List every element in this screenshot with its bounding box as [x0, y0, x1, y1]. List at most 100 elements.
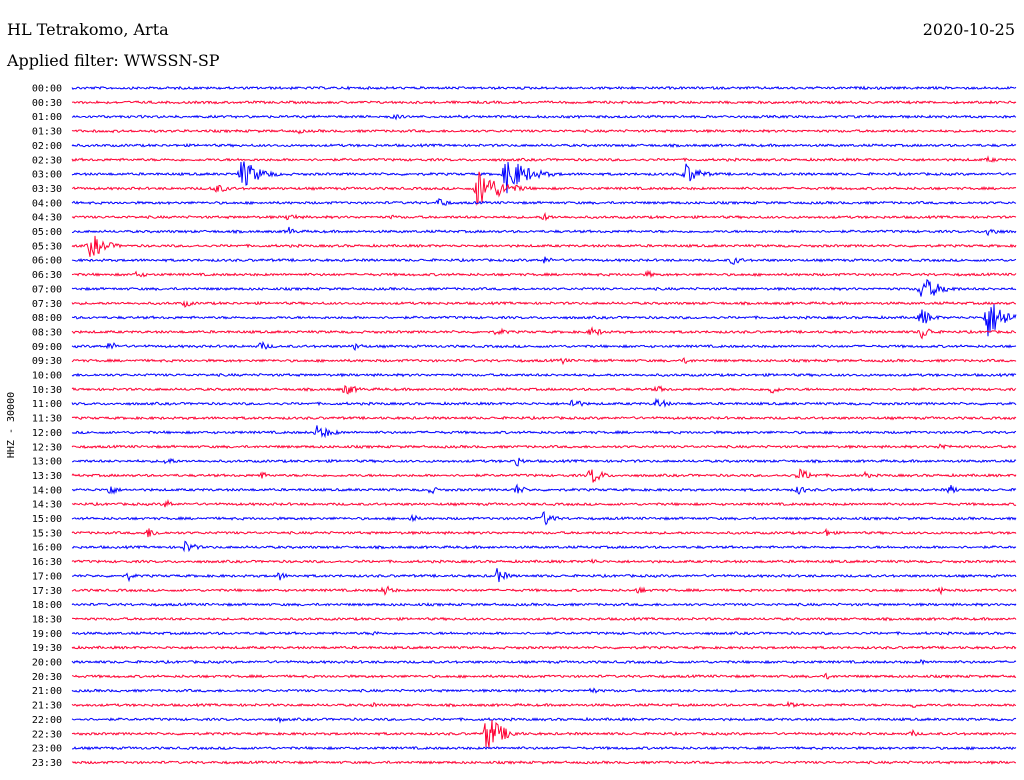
trace-line [71, 415, 1017, 421]
trace-line [71, 760, 1016, 765]
row-time-label: 07:30 [32, 299, 62, 310]
row-time-label: 06:00 [32, 256, 62, 267]
row-time-label: 05:30 [32, 241, 62, 252]
row-time-label: 09:00 [32, 342, 62, 353]
station-title: HL Tetrakomo, Arta [7, 20, 169, 39]
trace-line [71, 211, 1017, 222]
trace-line [71, 498, 1017, 508]
trace-line [71, 720, 1017, 748]
trace-line [71, 616, 1017, 622]
y-axis-label: HHZ - 30000 [6, 392, 17, 458]
trace-line [71, 372, 1017, 378]
row-time-label: 12:00 [32, 428, 62, 439]
row-time-label: 04:30 [32, 213, 62, 224]
row-time-label: 09:30 [32, 356, 62, 367]
trace-line [71, 672, 1017, 680]
row-time-label: 08:30 [32, 327, 62, 338]
trace-line [71, 483, 1017, 495]
row-time-label: 19:30 [32, 643, 62, 654]
trace-line [71, 700, 1017, 709]
trace-line [71, 468, 1017, 483]
trace-line [71, 425, 1017, 439]
trace-line [71, 128, 1017, 135]
row-time-label: 14:00 [32, 485, 62, 496]
trace-line [71, 171, 1017, 206]
row-time-label: 17:30 [32, 586, 62, 597]
row-time-label: 00:00 [32, 84, 62, 95]
row-time-label: 03:00 [32, 170, 62, 181]
row-time-label: 20:00 [32, 658, 62, 669]
trace-line [71, 226, 1017, 237]
trace-line [71, 568, 1017, 583]
row-time-label: 13:00 [32, 457, 62, 468]
trace-line [71, 716, 1017, 724]
row-time-label: 10:00 [32, 371, 62, 382]
trace-line [71, 585, 1017, 596]
trace-line [71, 357, 1017, 366]
trace-line [72, 457, 1017, 467]
row-time-label: 12:30 [32, 442, 62, 453]
row-time-label: 23:30 [32, 758, 62, 769]
row-time-label: 02:00 [32, 141, 62, 152]
row-time-label: 01:30 [32, 127, 62, 138]
trace-line [71, 558, 1017, 564]
row-time-label: 21:30 [32, 701, 62, 712]
trace-line [71, 99, 1017, 105]
row-time-label: 15:30 [32, 528, 62, 539]
row-time-label: 22:30 [32, 729, 62, 740]
trace-line [72, 745, 1017, 751]
trace-line [71, 340, 1017, 352]
trace-line [71, 155, 1017, 163]
trace-line [71, 645, 1017, 651]
row-time-label: 19:00 [32, 629, 62, 640]
trace-line [71, 510, 1017, 526]
filter-label: Applied filter: WWSSN-SP [7, 51, 220, 70]
row-time-label: 08:00 [32, 313, 62, 324]
row-time-label: 02:30 [32, 155, 62, 166]
row-time-label: 15:00 [32, 514, 62, 525]
row-time-label: 22:00 [32, 715, 62, 726]
trace-line [71, 443, 1017, 450]
trace-line [71, 385, 1017, 395]
trace-line [71, 602, 1017, 608]
trace-line [71, 85, 1017, 91]
row-time-label: 18:30 [32, 614, 62, 625]
row-time-label: 00:30 [32, 98, 62, 109]
row-time-label: 21:00 [32, 686, 62, 697]
row-time-label: 01:00 [32, 112, 62, 123]
trace-line [71, 235, 1017, 257]
trace-line [71, 300, 1017, 308]
row-time-label: 14:30 [32, 500, 62, 511]
trace-line [71, 326, 1017, 340]
trace-line [71, 304, 1017, 337]
row-time-label: 07:00 [32, 284, 62, 295]
tick-label-group: 00:00 00:30 01:00 01:30 02:00 02:30 03:00 03:30… [32, 84, 62, 769]
row-time-label: 11:30 [32, 414, 62, 425]
trace-line [71, 630, 1017, 636]
row-time-label: 16:00 [32, 543, 62, 554]
row-time-label: 13:30 [32, 471, 62, 482]
row-time-label: 04:00 [32, 198, 62, 209]
date-label: 2020-10-25 [922, 20, 1015, 39]
row-time-label: 16:30 [32, 557, 62, 568]
row-time-label: 05:00 [32, 227, 62, 238]
trace-line [71, 687, 1017, 694]
trace-line [71, 161, 1017, 194]
row-time-label: 23:00 [32, 744, 62, 755]
trace-line [71, 269, 1017, 279]
row-time-label: 11:00 [32, 399, 62, 410]
trace-line [71, 540, 1017, 553]
row-time-label: 17:00 [32, 571, 62, 582]
trace-line [71, 527, 1017, 538]
trace-line [71, 198, 1017, 206]
trace-group [71, 85, 1017, 765]
row-time-label: 03:30 [32, 184, 62, 195]
row-time-label: 10:30 [32, 385, 62, 396]
row-time-label: 06:30 [32, 270, 62, 281]
row-time-label: 18:00 [32, 600, 62, 611]
trace-line [71, 113, 1017, 121]
trace-line [71, 658, 1017, 666]
trace-line [71, 397, 1017, 408]
trace-line [71, 256, 1017, 265]
